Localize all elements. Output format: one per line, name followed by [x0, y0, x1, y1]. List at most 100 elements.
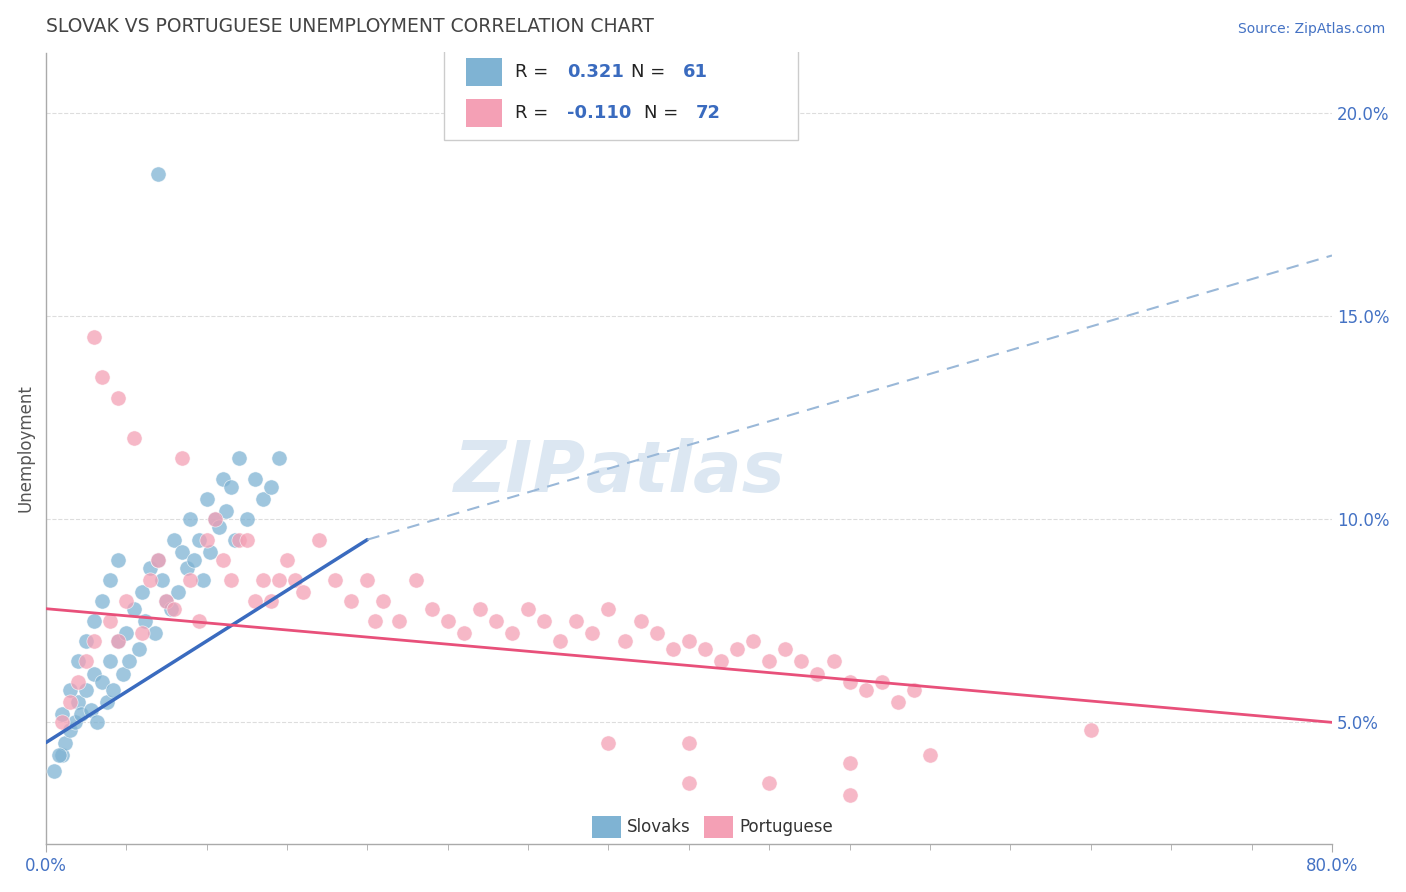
Text: N =: N = [644, 103, 683, 122]
Point [66, 655, 89, 669]
Point [48, 747, 70, 762]
Text: 0.321: 0.321 [567, 63, 624, 81]
Point [98, 614, 121, 628]
Point [115, 626, 138, 640]
Text: 72: 72 [696, 103, 720, 122]
Point [187, 614, 209, 628]
Point [91, 593, 114, 607]
Point [224, 533, 246, 547]
Point [228, 533, 250, 547]
Point [710, 655, 733, 669]
Point [111, 666, 134, 681]
Point [187, 533, 209, 547]
Point [725, 642, 748, 657]
Point [903, 682, 925, 697]
Point [86, 715, 108, 730]
Point [235, 512, 257, 526]
Point [887, 695, 910, 709]
Point [107, 634, 129, 648]
Point [160, 601, 183, 615]
Point [107, 553, 129, 567]
Point [364, 614, 387, 628]
Point [179, 512, 201, 526]
Point [150, 574, 173, 588]
Point [148, 553, 170, 567]
Point [501, 626, 523, 640]
Point [83, 634, 105, 648]
Point [838, 789, 860, 803]
Point [42, 764, 65, 778]
Point [252, 574, 274, 588]
Point [742, 634, 765, 648]
Point [198, 545, 221, 559]
Point [163, 601, 186, 615]
Point [107, 634, 129, 648]
Point [134, 614, 156, 628]
Point [790, 655, 813, 669]
Point [758, 776, 780, 790]
Point [373, 593, 395, 607]
Point [98, 574, 121, 588]
Point [613, 634, 636, 648]
Point [678, 634, 700, 648]
Point [838, 674, 860, 689]
Point [693, 642, 716, 657]
Point [53, 736, 76, 750]
Text: Slovaks: Slovaks [627, 818, 690, 836]
Point [678, 736, 700, 750]
Point [155, 593, 177, 607]
Point [662, 642, 685, 657]
Point [420, 601, 443, 615]
Point [276, 553, 298, 567]
Point [388, 614, 411, 628]
Bar [704, 815, 733, 838]
Point [219, 480, 242, 494]
Point [83, 614, 105, 628]
Point [211, 553, 233, 567]
Point [453, 626, 475, 640]
Point [118, 655, 141, 669]
Point [243, 593, 266, 607]
Point [308, 533, 330, 547]
Point [193, 574, 215, 588]
Point [775, 642, 797, 657]
Point [91, 370, 114, 384]
Point [565, 614, 588, 628]
Text: -0.110: -0.110 [567, 103, 631, 122]
Point [172, 451, 194, 466]
Point [855, 682, 877, 697]
Point [598, 601, 620, 615]
Point [122, 601, 145, 615]
Point [211, 472, 233, 486]
Point [838, 756, 860, 770]
Point [405, 574, 427, 588]
Point [131, 626, 153, 640]
Point [139, 574, 162, 588]
Point [228, 451, 250, 466]
Point [163, 533, 186, 547]
Text: ZIP: ZIP [454, 438, 586, 507]
Point [219, 574, 242, 588]
Point [260, 480, 283, 494]
Bar [467, 99, 502, 127]
Point [75, 634, 97, 648]
Point [59, 723, 82, 738]
Point [260, 593, 283, 607]
Point [83, 666, 105, 681]
Point [179, 574, 201, 588]
Point [51, 747, 73, 762]
Point [548, 634, 571, 648]
Point [252, 491, 274, 506]
Point [806, 666, 828, 681]
Y-axis label: Unemployment: Unemployment [17, 384, 35, 512]
Point [195, 491, 218, 506]
Point [581, 626, 603, 640]
Point [155, 593, 177, 607]
Point [195, 533, 218, 547]
FancyBboxPatch shape [444, 41, 799, 139]
Point [284, 574, 307, 588]
Point [630, 614, 652, 628]
Point [292, 585, 315, 599]
Point [98, 655, 121, 669]
Point [243, 472, 266, 486]
